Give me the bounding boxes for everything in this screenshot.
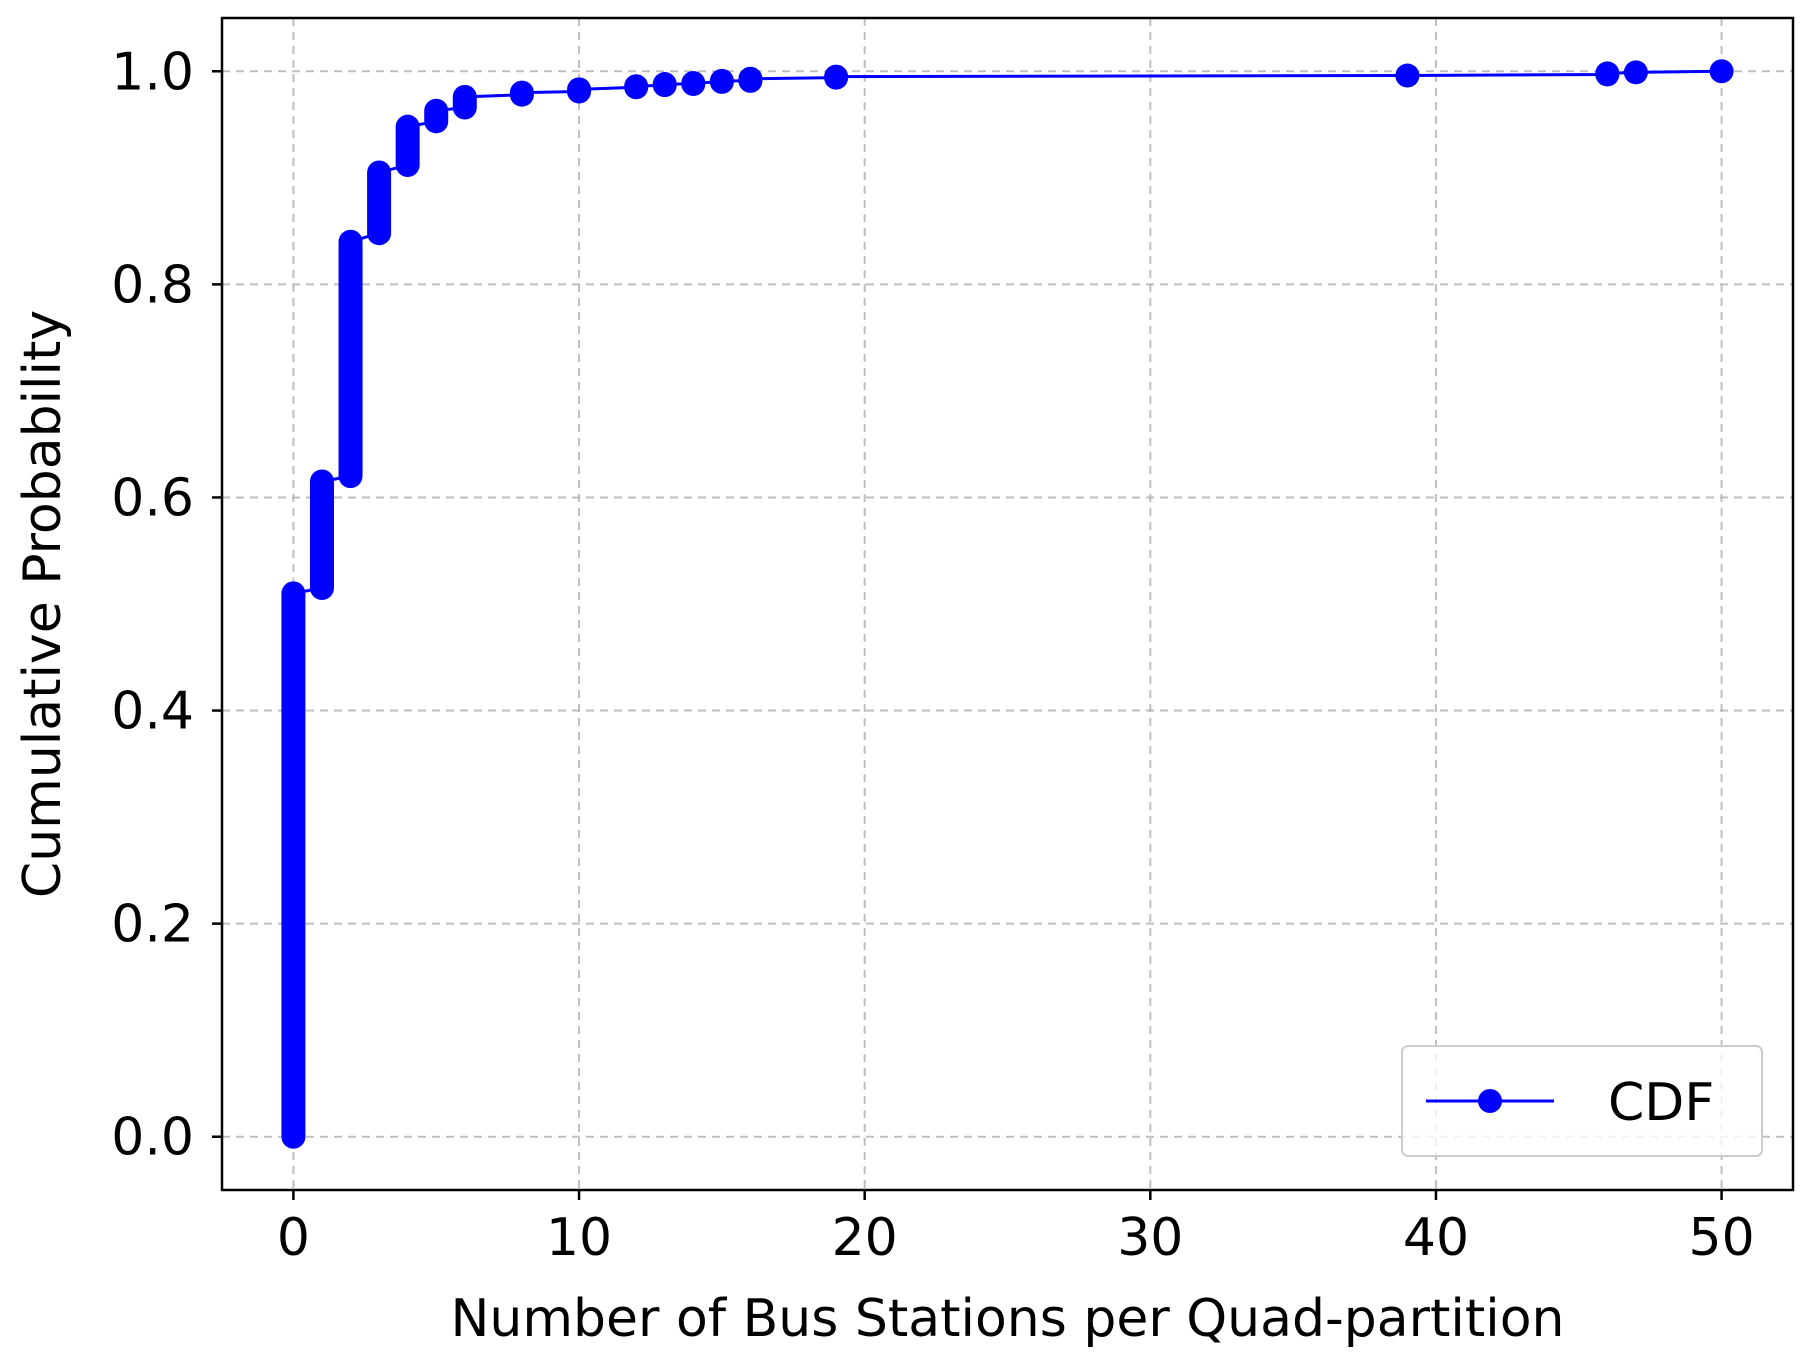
x-tick-label-2: 20 [832,1208,898,1268]
y-tick-label-2: 0.4 [111,682,194,742]
y-axis-label: Cumulative Probability [13,310,73,898]
legend-box [1401,1045,1763,1157]
x-axis-label: Number of Bus Stations per Quad-partitio… [451,1289,1565,1349]
legend-label-cdf: CDF [1608,1073,1714,1133]
series-cdf [281,59,1734,1149]
cdf-point-18 [1709,59,1734,84]
y-tick-label-3: 0.6 [111,468,194,528]
x-tick-label-1: 10 [546,1208,612,1268]
axis-ticks: 0 10 20 30 40 50 0.0 0.2 0.4 0.6 0.8 1.0 [111,42,1754,1268]
legend: CDF [1401,1045,1763,1157]
cdf-point-15 [1395,63,1420,88]
x-tick-label-3: 30 [1117,1208,1183,1268]
y-tick-label-5: 1.0 [111,42,194,102]
x-tick-label-5: 50 [1689,1208,1755,1268]
legend-dot-marker [1478,1089,1502,1113]
y-tick-label-4: 0.8 [111,255,194,315]
y-tick-label-0: 0.0 [111,1108,194,1168]
cdf-point-17 [1623,60,1648,85]
axes-frame [220,16,1795,1192]
y-tick-label-1: 0.2 [111,895,194,955]
x-tick-label-0: 0 [277,1208,310,1268]
x-tick-label-4: 40 [1403,1208,1469,1268]
